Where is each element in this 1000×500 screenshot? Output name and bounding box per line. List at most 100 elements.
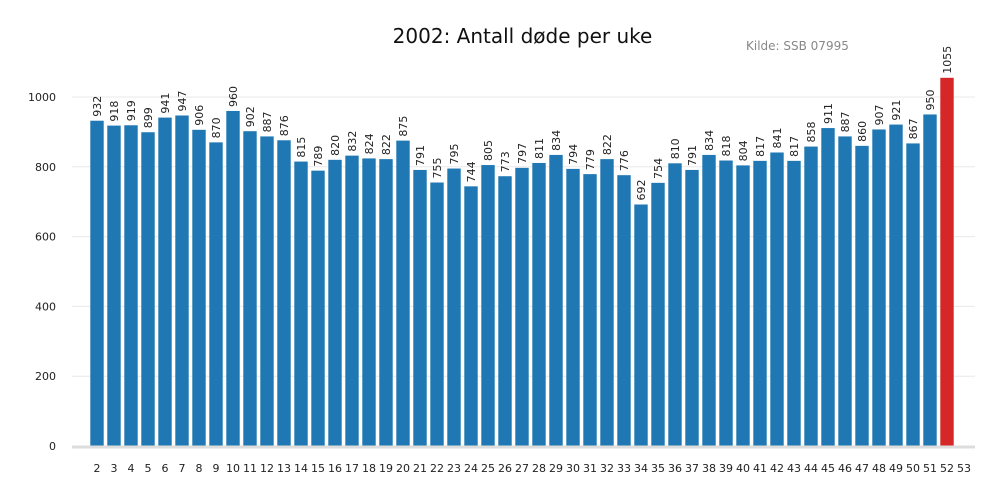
x-tick-label: 3 <box>111 462 118 475</box>
data-label: 887 <box>839 111 852 132</box>
x-tick-label: 48 <box>872 462 886 475</box>
bar <box>566 168 580 447</box>
bar <box>260 136 274 446</box>
x-tick-label: 35 <box>651 462 665 475</box>
data-label: 811 <box>533 138 546 159</box>
bar <box>923 114 937 446</box>
data-label: 794 <box>567 144 580 165</box>
data-label: 755 <box>431 158 444 179</box>
bar <box>158 117 172 446</box>
bar <box>447 168 461 447</box>
data-label: 815 <box>295 137 308 158</box>
x-tick-label: 13 <box>277 462 291 475</box>
x-tick-label: 44 <box>804 462 818 475</box>
bar <box>243 131 257 446</box>
x-tick-label: 51 <box>923 462 937 475</box>
data-label: 692 <box>635 179 648 200</box>
bar <box>940 77 954 447</box>
x-tick-label: 8 <box>196 462 203 475</box>
bar <box>821 128 835 446</box>
data-label: 797 <box>516 143 529 164</box>
x-tick-label: 23 <box>447 462 461 475</box>
data-label: 941 <box>159 93 172 114</box>
bar <box>396 140 410 446</box>
data-label: 1055 <box>941 46 954 74</box>
x-tick-label: 5 <box>145 462 152 475</box>
bar <box>634 204 648 446</box>
bar <box>498 176 512 446</box>
bar <box>617 175 631 446</box>
bar <box>311 170 325 446</box>
x-tick-label: 21 <box>413 462 427 475</box>
bar <box>719 160 733 446</box>
x-tick-label: 45 <box>821 462 835 475</box>
bar <box>192 129 206 446</box>
x-tick-label: 34 <box>634 462 648 475</box>
data-label: 911 <box>822 103 835 124</box>
x-tick-label: 4 <box>128 462 135 475</box>
data-label: 810 <box>669 138 682 159</box>
data-label: 791 <box>414 145 427 166</box>
chart-title: 2002: Antall døde per uke <box>392 24 653 48</box>
x-tick-label: 2 <box>94 462 101 475</box>
data-label: 789 <box>312 146 325 167</box>
bar <box>889 124 903 447</box>
x-tick-label: 27 <box>515 462 529 475</box>
x-tick-label: 33 <box>617 462 631 475</box>
x-tick-label: 29 <box>549 462 563 475</box>
bar <box>345 155 359 446</box>
data-label: 858 <box>805 122 818 143</box>
x-tick-label: 22 <box>430 462 444 475</box>
x-tick-label: 19 <box>379 462 393 475</box>
bar <box>141 132 155 446</box>
data-label: 776 <box>618 150 631 171</box>
bar <box>464 186 478 446</box>
x-tick-label: 9 <box>213 462 220 475</box>
data-label: 919 <box>125 100 138 121</box>
data-label: 834 <box>550 130 563 151</box>
data-labels: 932 918 919 899 941 947 906 870 960 902 887 876 815 7… <box>91 46 954 201</box>
x-tick-label: 18 <box>362 462 376 475</box>
data-label: 860 <box>856 121 869 142</box>
bar <box>124 125 138 447</box>
y-tick-label: 200 <box>35 370 56 383</box>
x-tick-label: 12 <box>260 462 274 475</box>
bar <box>872 129 886 446</box>
x-tick-label: 25 <box>481 462 495 475</box>
data-label: 791 <box>686 145 699 166</box>
data-label: 841 <box>771 127 784 148</box>
data-label: 805 <box>482 140 495 161</box>
y-tick-label: 800 <box>35 161 56 174</box>
y-tick-label: 600 <box>35 231 56 244</box>
data-label: 804 <box>737 140 750 161</box>
data-label: 902 <box>244 106 257 127</box>
x-tick-label: 49 <box>889 462 903 475</box>
data-label: 820 <box>329 135 342 156</box>
data-label: 921 <box>890 100 903 121</box>
x-tick-label: 52 <box>940 462 954 475</box>
data-label: 822 <box>380 134 393 155</box>
x-tick-label: 37 <box>685 462 699 475</box>
y-tick-label: 0 <box>49 440 56 453</box>
bar <box>855 145 869 447</box>
data-label: 950 <box>924 89 937 110</box>
x-tick-label: 17 <box>345 462 359 475</box>
x-tick-label: 50 <box>906 462 920 475</box>
bar <box>226 110 240 447</box>
bar <box>481 165 495 446</box>
data-label: 870 <box>210 117 223 138</box>
data-label: 754 <box>652 158 665 179</box>
bar <box>702 154 716 446</box>
x-tick-label: 14 <box>294 462 308 475</box>
bar <box>787 160 801 446</box>
data-label: 834 <box>703 130 716 151</box>
bar <box>515 167 529 447</box>
data-label: 822 <box>601 134 614 155</box>
data-label: 899 <box>142 107 155 128</box>
bar <box>906 143 920 447</box>
bar <box>685 169 699 447</box>
bar <box>668 163 682 446</box>
x-tick-label: 28 <box>532 462 546 475</box>
x-tick-label: 47 <box>855 462 869 475</box>
